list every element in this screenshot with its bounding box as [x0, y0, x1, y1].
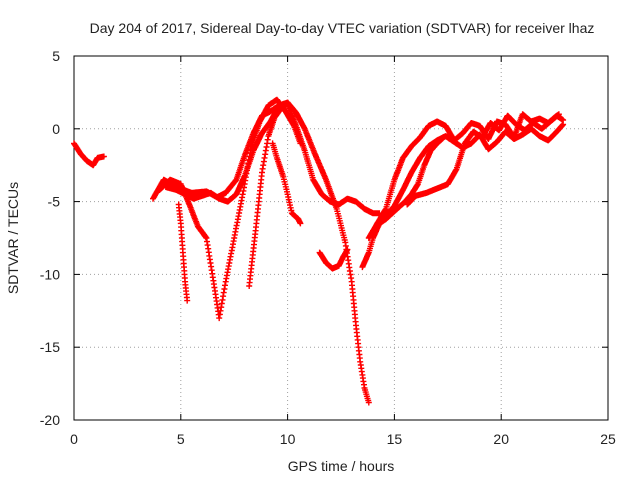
- point-markers: [316, 246, 351, 272]
- series-arc-1: [71, 140, 107, 169]
- point-markers: [246, 99, 291, 289]
- y-tick-label: 0: [52, 121, 60, 137]
- y-tick-label: -15: [40, 339, 60, 355]
- y-axis-tick-labels: -20 -15 -10 -5 0 5: [40, 48, 60, 428]
- chart-title: Day 204 of 2017, Sidereal Day-to-day VTE…: [90, 20, 595, 36]
- data-series: [71, 96, 567, 406]
- point-markers: [175, 201, 191, 304]
- series-arc-3: [156, 96, 304, 322]
- x-axis-label: GPS time / hours: [288, 458, 395, 474]
- y-tick-label: -5: [48, 194, 61, 210]
- point-markers: [269, 140, 304, 227]
- x-tick-label: 0: [70, 431, 78, 447]
- axis-ticks: [73, 55, 609, 421]
- plot-frame: [73, 55, 609, 421]
- series-arc-6: [246, 99, 291, 289]
- point-markers: [404, 111, 562, 208]
- x-tick-label: 20: [493, 431, 509, 447]
- x-tick-label: 5: [177, 431, 185, 447]
- x-tick-label: 25: [600, 431, 616, 447]
- point-markers: [156, 96, 304, 322]
- x-tick-label: 15: [387, 431, 403, 447]
- x-tick-label: 10: [280, 431, 296, 447]
- y-tick-label: -20: [40, 412, 60, 428]
- series-arc-5: [175, 201, 191, 304]
- gridlines: [74, 56, 608, 420]
- y-tick-label: 5: [52, 48, 60, 64]
- point-markers: [71, 140, 107, 169]
- x-axis-tick-labels: 0 5 10 15 20 25: [70, 431, 616, 447]
- y-axis-label: SDTVAR / TECUs: [5, 182, 21, 294]
- series-arc-8: [316, 246, 351, 272]
- series-arc-12: [404, 111, 562, 208]
- series-arc-7: [269, 140, 304, 227]
- y-tick-label: -10: [40, 266, 60, 282]
